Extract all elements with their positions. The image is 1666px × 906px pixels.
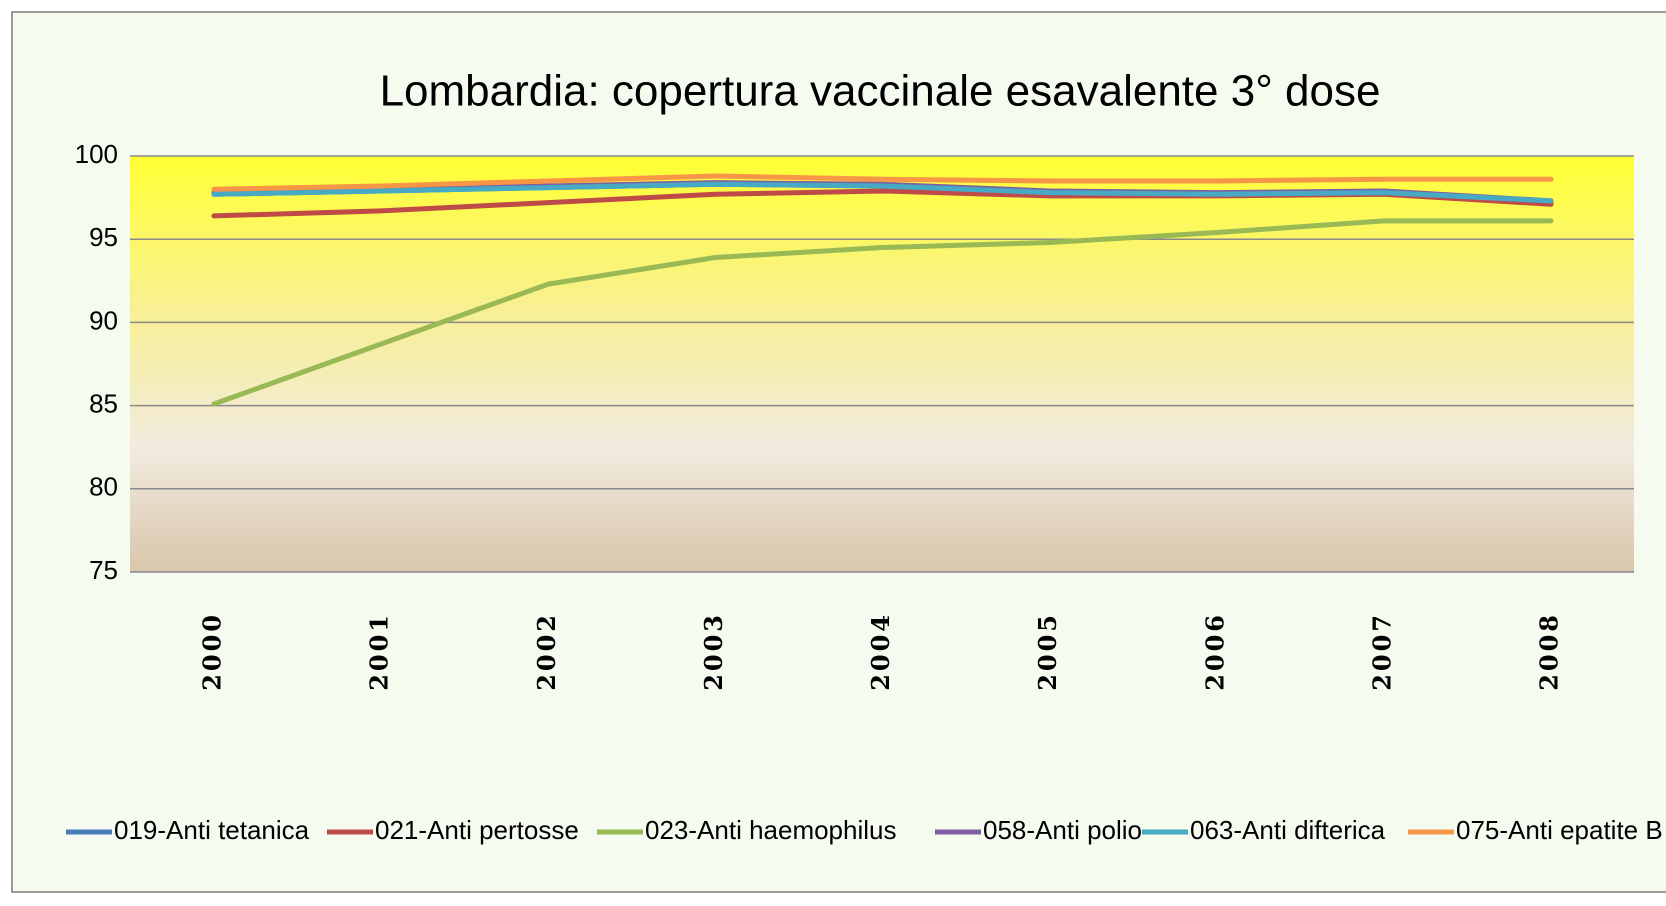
y-tick-label: 85: [89, 388, 118, 418]
x-tick-label: 2002: [532, 612, 561, 691]
x-tick-label: 2000: [198, 612, 227, 691]
legend-label: 019-Anti tetanica: [114, 815, 310, 845]
legend-label: 021-Anti pertosse: [375, 815, 579, 845]
series-line: [211, 218, 1554, 407]
x-tick-label: 2008: [1535, 612, 1564, 691]
legend-label: 058-Anti polio: [983, 815, 1142, 845]
x-tick-label: 2007: [1367, 612, 1396, 691]
legend-label: 063-Anti difterica: [1190, 815, 1386, 845]
legend-label: 023-Anti haemophilus: [645, 815, 897, 845]
series-line: [211, 181, 1554, 204]
x-tick-label: 2006: [1200, 612, 1229, 691]
x-tick-label: 2001: [365, 612, 394, 691]
y-tick-label: 75: [89, 555, 118, 585]
chart-title: Lombardia: copertura vaccinale esavalent…: [380, 67, 1381, 116]
series-line: [211, 173, 1554, 192]
legend-label: 075-Anti epatite B: [1456, 815, 1663, 845]
x-tick-label: 2003: [699, 612, 728, 691]
y-tick-label: 80: [89, 472, 118, 502]
x-tick-label: 2004: [866, 612, 895, 691]
x-tick-label: 2005: [1033, 612, 1062, 691]
plot-area: [130, 156, 1634, 572]
y-tick-label: 90: [89, 305, 118, 335]
y-tick-label: 95: [89, 222, 118, 252]
y-tick-label: 100: [75, 139, 118, 169]
